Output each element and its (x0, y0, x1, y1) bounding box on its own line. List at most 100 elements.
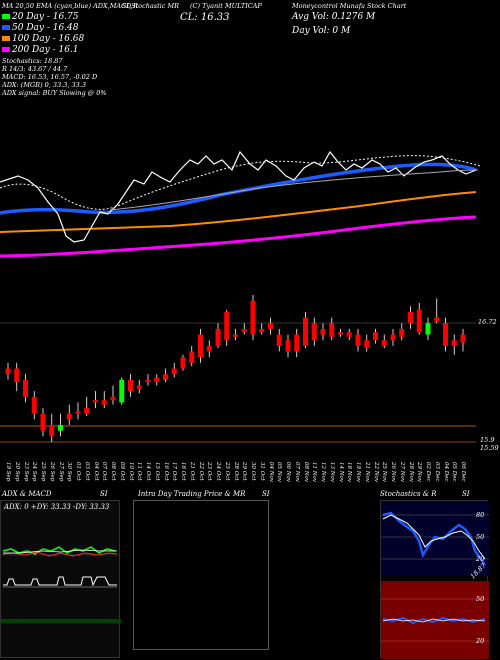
r-value: R 14/3: 43.67 / 44.7 (2, 65, 68, 73)
candle-body (171, 368, 177, 375)
date-label: 28 Oct (232, 462, 239, 481)
date-label: 25 Oct (223, 462, 230, 481)
stoch-level-80: 80 (476, 511, 485, 519)
date-label: 25 Nov (381, 462, 388, 482)
date-label: 09 Oct (118, 462, 125, 481)
stoch-k-line (382, 511, 486, 566)
date-label: 15 Oct (153, 462, 160, 481)
candle-body (49, 425, 55, 437)
date-label: 28 Nov (407, 462, 414, 482)
day-volume: Day Vol: 0 M (292, 26, 351, 36)
candle-body (241, 328, 247, 333)
stochastics-panel: 80 50 20 18.87 50 20 (380, 500, 489, 659)
stochastics-value: Stochastics: 18.87 (2, 57, 63, 65)
candle-body (285, 340, 291, 352)
date-label: 21 Nov (363, 462, 370, 482)
date-label: 18 Nov (346, 462, 353, 482)
date-label: 02 Dec (425, 462, 431, 482)
date-label: 23 Oct (206, 462, 213, 481)
candle-body (346, 332, 352, 337)
candle-body (355, 334, 361, 346)
stoch-panel-title: Stochastics & R (380, 490, 437, 498)
date-label: 24 Sep (31, 462, 38, 482)
candle-body (443, 323, 448, 346)
date-label: 05 Dec (451, 462, 458, 482)
ma200-line (0, 215, 477, 258)
macd-signal-line (3, 576, 117, 587)
date-label: 06 Nov (285, 462, 291, 482)
candle-body (215, 328, 221, 346)
candle-body (311, 323, 317, 341)
candle-body (84, 408, 90, 414)
candle-body (233, 334, 238, 337)
intraday-panel-title: Intra Day Trading Price & MR (138, 490, 246, 498)
candle-body (373, 332, 378, 341)
date-label: 06 Dec (460, 462, 466, 482)
date-label: 03 Oct (83, 462, 90, 481)
adx-signal: ADX signal: BUY Slowing @ 0% (2, 89, 107, 97)
stoch-level-20: 20 (476, 555, 485, 563)
close-price: CL: 16.33 (180, 12, 230, 23)
candle-body (206, 345, 212, 352)
price-axis-mid: 15.9 (480, 436, 495, 444)
candle-body (93, 400, 98, 403)
legend-swatch (2, 47, 10, 52)
rsi-level-20: 20 (476, 637, 485, 645)
candle-body (259, 328, 265, 333)
legend-ma200: 200 Day - 16.1 (2, 46, 84, 55)
legend-swatch (2, 36, 10, 41)
candle-body (75, 411, 81, 414)
date-label: 14 Oct (145, 462, 151, 481)
date-label: 29 Nov (416, 462, 423, 482)
candle-body (250, 300, 256, 335)
candle-body (189, 351, 195, 363)
price-line (0, 150, 477, 243)
date-label: 21 Oct (188, 462, 195, 481)
date-label: 27 Nov (398, 462, 405, 482)
date-label: 27 Sep (57, 462, 64, 482)
candle-body (136, 385, 142, 389)
date-label: 24 Oct (215, 462, 221, 481)
candle-body (198, 334, 203, 358)
date-label: 07 Oct (101, 462, 108, 481)
symbol-label: (C) Tyanit MULTICAP (190, 2, 262, 10)
avg-volume: Avg Vol: 0.1276 M (292, 12, 376, 22)
adx-value: ADX: (MGR) 0, 33.3, 33.3 (2, 81, 87, 89)
candle-body (14, 368, 20, 383)
legend-ma100: 100 Day - 16.68 (2, 35, 84, 44)
candle-body (425, 323, 431, 335)
candle-body (66, 413, 72, 420)
date-label: 20 Sep (13, 462, 20, 482)
candle-body (154, 377, 160, 383)
ma-legend: 20 Day - 16.75 50 Day - 16.48 100 Day - … (2, 13, 84, 57)
adx-macd-plot (1, 546, 121, 623)
date-label: 19 Nov (355, 462, 361, 482)
macd-value: MACD: 16.53, 16.57, -0.02 D (2, 73, 98, 81)
candle-body (58, 425, 63, 431)
date-label: 07 Nov (293, 462, 300, 482)
adx-macd-panel: ADX: 0 +DY: 33.33 -DY: 33.33 (0, 500, 121, 658)
date-label: 01 Oct (75, 462, 81, 481)
candle-body (320, 328, 326, 335)
date-label: 03 Dec (433, 462, 440, 482)
legend-swatch (2, 25, 10, 30)
candle-body (451, 340, 457, 346)
candle-body (5, 368, 11, 375)
date-label: 05 Nov (276, 462, 283, 482)
date-label: 19 Sep (5, 462, 11, 482)
date-label: 31 Oct (258, 462, 265, 481)
date-label: 26 Nov (390, 462, 396, 482)
stoch-panel-si: SI (462, 490, 470, 498)
stochastics-plot (381, 501, 489, 659)
rsi-signal-line (382, 618, 486, 623)
date-label: 08 Nov (302, 462, 309, 482)
stoch-d-line (382, 514, 486, 560)
candle-body (303, 317, 308, 346)
candle-body (338, 332, 343, 335)
rsi-line (382, 616, 486, 625)
candle-body (294, 334, 300, 352)
adx-minus-line (2, 551, 118, 557)
date-label: 30 Oct (250, 462, 256, 481)
ma20-line (0, 155, 481, 210)
date-label: 17 Oct (171, 462, 178, 481)
